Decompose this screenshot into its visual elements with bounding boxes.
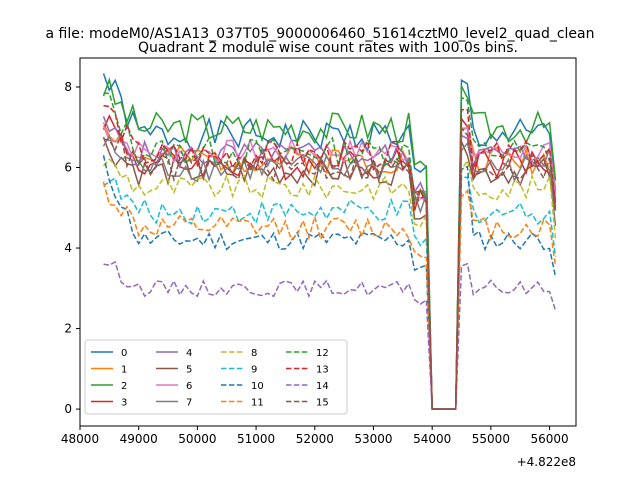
legend-label-12: 12 (316, 348, 329, 359)
series-14-line (103, 260, 557, 410)
chart-title: Quadrant 2 module wise count rates with … (138, 40, 518, 56)
series-2-line (102, 77, 557, 410)
y-tick-label: 8 (64, 80, 72, 94)
plot-frame (79, 57, 577, 427)
series-5-line (102, 136, 557, 410)
legend-label-8: 8 (251, 348, 257, 359)
y-tick-label: 0 (64, 402, 72, 416)
legend-label-4: 4 (186, 348, 192, 359)
y-tick-label: 4 (64, 241, 72, 255)
legend-label-14: 14 (316, 381, 329, 392)
x-tick-label: 52000 (296, 432, 334, 446)
y-axis: 0 2 4 6 8 (64, 80, 80, 416)
series-15-line (103, 126, 557, 410)
legend-box (84, 339, 348, 415)
series-11-line (102, 181, 557, 410)
x-axis: 48000 49000 50000 51000 52000 53000 54000 55000… (61, 426, 569, 446)
legend-label-11: 11 (251, 398, 264, 409)
legend-label-6: 6 (186, 381, 192, 392)
legend-label-3: 3 (121, 398, 127, 409)
series-6-line (102, 125, 557, 410)
x-tick-label: 55000 (472, 432, 510, 446)
legend-label-10: 10 (251, 381, 264, 392)
x-tick-label: 53000 (354, 432, 392, 446)
x-tick-label: 49000 (120, 432, 158, 446)
x-tick-label: 50000 (178, 432, 216, 446)
legend-label-7: 7 (186, 398, 192, 409)
legend-label-0: 0 (121, 348, 127, 359)
series-layer (102, 73, 557, 410)
legend-label-1: 1 (121, 365, 127, 376)
legend-label-5: 5 (186, 365, 192, 376)
x-offset-label: +4.822e8 (517, 455, 576, 469)
y-tick-label: 6 (64, 161, 72, 175)
figure-suptitle: a file: modeM0/AS1A13_037T05_9000006460_… (46, 26, 595, 42)
x-tick-label: 48000 (61, 432, 99, 446)
y-tick-label: 2 (64, 322, 72, 336)
x-tick-label: 51000 (237, 432, 275, 446)
legend-label-9: 9 (251, 365, 257, 376)
series-10-line (102, 155, 557, 410)
legend-label-13: 13 (316, 365, 329, 376)
x-tick-label: 54000 (413, 432, 451, 446)
legend-label-15: 15 (316, 398, 329, 409)
series-8-line (102, 158, 557, 410)
series-13-line (103, 104, 557, 410)
series-9-line (103, 176, 557, 410)
x-tick-label: 56000 (530, 432, 568, 446)
legend-label-2: 2 (121, 381, 127, 392)
series-12-line (103, 92, 557, 410)
